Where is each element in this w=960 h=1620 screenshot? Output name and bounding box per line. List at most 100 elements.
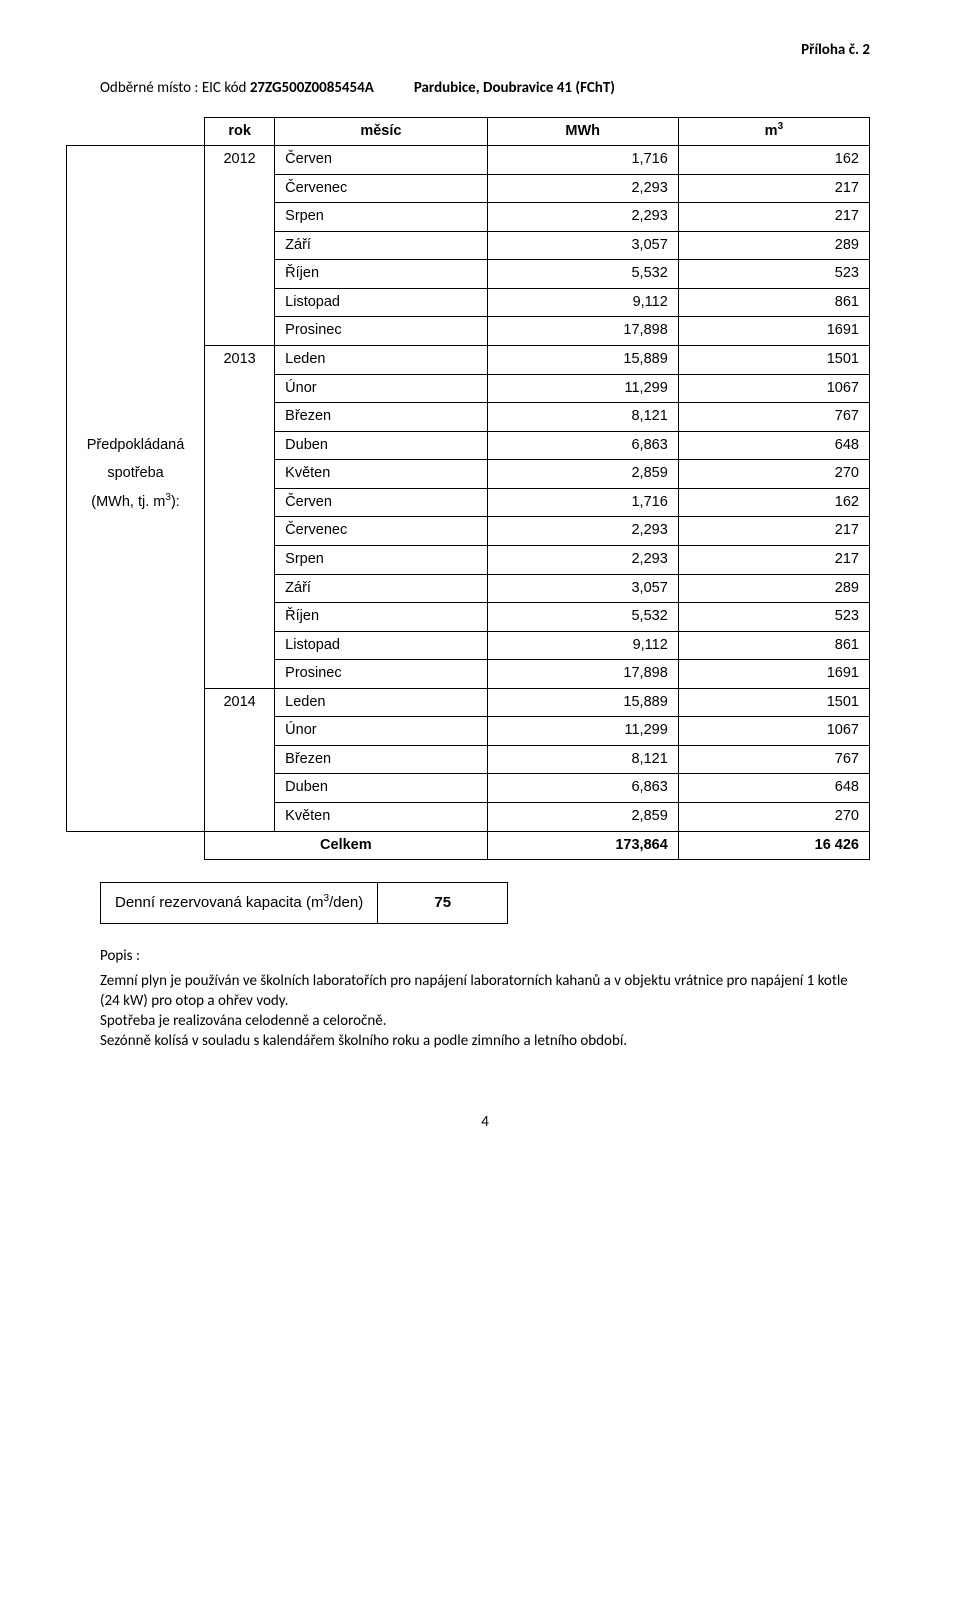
table-row: Prosinec 17,898 1691: [67, 317, 870, 346]
table-row: Říjen 5,532 523: [67, 603, 870, 632]
cell-mwh: 5,532: [487, 260, 678, 289]
cell-mwh: 2,859: [487, 460, 678, 489]
table-row: 2013 Leden 15,889 1501: [67, 346, 870, 375]
cell-month: Srpen: [275, 545, 487, 574]
cell-mwh: 8,121: [487, 745, 678, 774]
capacity-value: 75: [378, 883, 508, 924]
cell-mwh: 15,889: [487, 688, 678, 717]
table-row: Srpen 2,293 217: [67, 545, 870, 574]
cell-m3: 648: [678, 431, 869, 460]
cell-month: Prosinec: [275, 660, 487, 689]
cell-m3: 270: [678, 803, 869, 832]
table-row: Září 3,057 289: [67, 574, 870, 603]
cell-mwh: 15,889: [487, 346, 678, 375]
cell-mwh: 1,716: [487, 488, 678, 517]
cell-mwh: 3,057: [487, 231, 678, 260]
col-header-m3: m3: [678, 117, 869, 146]
cell-mwh: 17,898: [487, 317, 678, 346]
table-row: (MWh, tj. m3): Červen 1,716 162: [67, 488, 870, 517]
cell-m3: 1501: [678, 688, 869, 717]
year-2012: 2012: [205, 146, 275, 346]
side-label-line3: (MWh, tj. m3):: [67, 488, 205, 517]
consumption-table: rok měsíc MWh m3 2012 Červen 1,716 162 Č…: [66, 117, 870, 861]
cell-mwh: 11,299: [487, 717, 678, 746]
cell-month: Leden: [275, 688, 487, 717]
cell-mwh: 2,293: [487, 545, 678, 574]
cell-m3: 289: [678, 574, 869, 603]
table-row: 2014 Leden 15,889 1501: [67, 688, 870, 717]
cell-month: Leden: [275, 346, 487, 375]
side-label-line1: Předpokládaná: [67, 431, 205, 460]
page-number: 4: [100, 1112, 870, 1132]
cell-m3: 162: [678, 146, 869, 175]
cell-mwh: 6,863: [487, 431, 678, 460]
cell-month: Říjen: [275, 260, 487, 289]
total-row: Celkem 173,864 16 426: [67, 831, 870, 860]
table-row: Listopad 9,112 861: [67, 288, 870, 317]
table-row: Únor 11,299 1067: [67, 374, 870, 403]
cell-mwh: 2,293: [487, 174, 678, 203]
table-row: Září 3,057 289: [67, 231, 870, 260]
cell-m3: 767: [678, 745, 869, 774]
cell-mwh: 6,863: [487, 774, 678, 803]
total-label: Celkem: [205, 831, 488, 860]
cell-mwh: 9,112: [487, 631, 678, 660]
cell-m3: 648: [678, 774, 869, 803]
capacity-label: Denní rezervovaná kapacita (m3/den): [101, 883, 378, 924]
table-row: spotřeba Květen 2,859 270: [67, 460, 870, 489]
description-p2: Spotřeba je realizována celodenně a celo…: [100, 1011, 870, 1031]
cell-m3: 861: [678, 288, 869, 317]
cell-month: Listopad: [275, 631, 487, 660]
capacity-table: Denní rezervovaná kapacita (m3/den) 75: [100, 882, 508, 924]
cell-m3: 1501: [678, 346, 869, 375]
cell-month: Březen: [275, 745, 487, 774]
cell-m3: 523: [678, 603, 869, 632]
table-row: Předpokládaná Duben 6,863 648: [67, 431, 870, 460]
cell-mwh: 11,299: [487, 374, 678, 403]
total-mwh: 173,864: [487, 831, 678, 860]
cell-month: Červen: [275, 488, 487, 517]
cell-m3: 217: [678, 517, 869, 546]
cell-m3: 289: [678, 231, 869, 260]
cell-m3: 767: [678, 403, 869, 432]
location-name: Pardubice, Doubravice 41 (FChT): [414, 78, 615, 98]
table-row: Březen 8,121 767: [67, 403, 870, 432]
table-row: Říjen 5,532 523: [67, 260, 870, 289]
location-prefix: Odběrné místo : EIC kód: [100, 79, 250, 97]
cell-m3: 270: [678, 460, 869, 489]
side-label-line2: spotřeba: [67, 460, 205, 489]
cell-month: Březen: [275, 403, 487, 432]
col-header-mwh: MWh: [487, 117, 678, 146]
cell-month: Únor: [275, 717, 487, 746]
table-row: Červenec 2,293 217: [67, 174, 870, 203]
col-header-mesic: měsíc: [275, 117, 487, 146]
table-row: Únor 11,299 1067: [67, 717, 870, 746]
cell-mwh: 2,293: [487, 203, 678, 232]
description-p3: Sezónně kolísá v souladu s kalendářem šk…: [100, 1031, 870, 1051]
cell-month: Prosinec: [275, 317, 487, 346]
cell-month: Duben: [275, 774, 487, 803]
cell-m3: 217: [678, 203, 869, 232]
cell-m3: 162: [678, 488, 869, 517]
cell-month: Červen: [275, 146, 487, 175]
table-row: Srpen 2,293 217: [67, 203, 870, 232]
cell-mwh: 2,293: [487, 517, 678, 546]
cell-m3: 1067: [678, 717, 869, 746]
cell-month: Duben: [275, 431, 487, 460]
cell-m3: 1067: [678, 374, 869, 403]
cell-month: Únor: [275, 374, 487, 403]
year-2013: 2013: [205, 346, 275, 689]
attachment-label: Příloha č. 2: [100, 40, 870, 60]
cell-m3: 523: [678, 260, 869, 289]
table-row: 2012 Červen 1,716 162: [67, 146, 870, 175]
cell-month: Září: [275, 231, 487, 260]
total-m3: 16 426: [678, 831, 869, 860]
cell-mwh: 2,859: [487, 803, 678, 832]
cell-mwh: 9,112: [487, 288, 678, 317]
cell-m3: 861: [678, 631, 869, 660]
table-row: Listopad 9,112 861: [67, 631, 870, 660]
cell-month: Květen: [275, 803, 487, 832]
table-row: Červenec 2,293 217: [67, 517, 870, 546]
cell-mwh: 8,121: [487, 403, 678, 432]
cell-m3: 217: [678, 174, 869, 203]
